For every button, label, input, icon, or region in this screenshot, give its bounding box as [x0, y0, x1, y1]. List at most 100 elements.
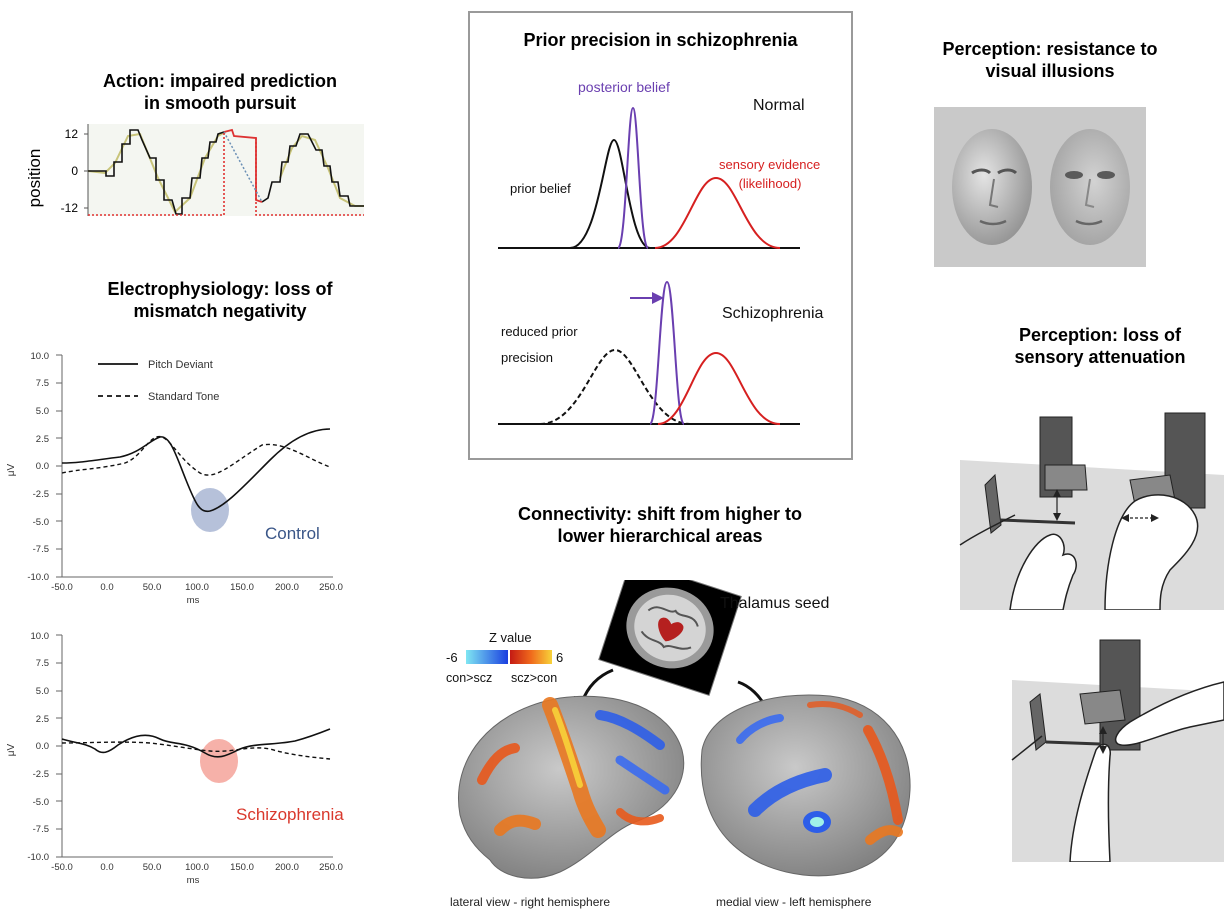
shift-arrow-icon: [652, 292, 664, 304]
erp-control-xtick: 250.0: [319, 582, 343, 593]
prior-precision-frame: [468, 11, 853, 460]
sensor-post: [984, 473, 1002, 534]
lever: [999, 518, 1076, 525]
robot-arm-left: [1044, 464, 1088, 491]
pursuit-ytick-12: 12: [65, 127, 79, 141]
attenuation-title-line2: sensory attenuation: [1014, 347, 1186, 367]
illusions-title-line2: visual illusions: [985, 61, 1115, 81]
scz-mmn-highlight: [200, 739, 238, 783]
thalamus-seed-label: Thalamus seed: [720, 595, 829, 612]
scz-prior-curve: [539, 348, 691, 425]
erp-control-ytick: -5.0: [33, 517, 49, 528]
scz-posterior-curve: [649, 280, 685, 425]
erp-control-chart: 10.0 7.5 5.0 2.5 0.0 -2.5 -5.0 -7.5 -10.…: [6, 351, 343, 606]
erp-control-ytick: -10.0: [27, 572, 49, 583]
posterior-belief-label: posterior belief: [578, 79, 670, 95]
smooth-pursuit-title-line1: Action: impaired prediction: [102, 71, 338, 91]
erp-scz-ytick: 10.0: [31, 631, 50, 642]
medial-view-caption: medial view - left hemisphere: [716, 895, 872, 909]
erp-control-xtick: -50.0: [51, 582, 73, 593]
prior-belief-label: prior belief: [510, 181, 571, 196]
scz-standard-wave: [61, 741, 331, 760]
cable-2: [1011, 735, 1043, 761]
hollow-mask-illusion-image: [934, 107, 1146, 267]
erp-control-ytick: 10.0: [31, 351, 50, 362]
lever-2: [1045, 740, 1101, 746]
con-gt-scz-label: con>scz: [446, 671, 492, 685]
erp-scz-xtick: 50.0: [143, 862, 162, 873]
smooth-pursuit-plot: position 12 0 -12: [25, 124, 364, 216]
pursuit-dotted-extrapolation: [223, 131, 263, 203]
smooth-pursuit-title-line2: in smooth pursuit: [144, 93, 296, 113]
group-scz-label: Schizophrenia: [236, 805, 344, 824]
lateral-view-caption: lateral view - right hemisphere: [450, 895, 610, 909]
erp-control-ytick: -7.5: [33, 544, 49, 555]
erp-control-xtick: 200.0: [275, 582, 299, 593]
scz-gt-con-label: scz>con: [511, 671, 557, 685]
force-arrow-down-icon-2: [1099, 746, 1107, 754]
attenuation-apparatus-self: [959, 412, 1224, 610]
thalamus-seed-slice: [598, 580, 742, 697]
mismatch-title-line1: Electrophysiology: loss of: [107, 279, 333, 299]
erp-scz-xlabel: ms: [187, 875, 200, 886]
lateral-hemisphere-brain: [458, 695, 685, 879]
erp-scz-ytick: 0.0: [36, 741, 49, 752]
convex-face: [952, 129, 1032, 245]
schizophrenia-label: Schizophrenia: [722, 305, 824, 322]
smooth-pursuit-title: Action: impaired prediction in smooth pu…: [60, 70, 380, 114]
hollow-face: [1050, 129, 1130, 245]
legend-pitch-deviant: Pitch Deviant: [148, 359, 213, 371]
erp-scz-xtick: 150.0: [230, 862, 254, 873]
connectivity-figure: Thalamus seed Z value -6 6 con>scz scz>c…: [446, 580, 911, 909]
scz-deviant-wave: [61, 728, 331, 758]
control-deviant-wave: [61, 428, 331, 513]
control-standard-wave: [61, 436, 331, 476]
erp-scz-xtick: 250.0: [319, 862, 343, 873]
erp-control-xtick: 150.0: [230, 582, 254, 593]
erp-scz-ylabel: μV: [6, 743, 17, 756]
illusions-title: Perception: resistance to visual illusio…: [900, 38, 1200, 82]
force-arrow-up-icon-2: [1099, 726, 1107, 734]
erp-control-ytick: 7.5: [36, 378, 49, 389]
external-hand: [1114, 681, 1224, 746]
zvalue-label: Z value: [489, 630, 532, 645]
erp-scz-ytick: 7.5: [36, 658, 49, 669]
likelihood-label: (likelihood): [739, 176, 802, 191]
mismatch-title: Electrophysiology: loss of mismatch nega…: [50, 278, 390, 322]
normal-prior-curve: [569, 138, 651, 249]
erp-scz-chart: 10.0 7.5 5.0 2.5 0.0 -2.5 -5.0 -7.5 -10.…: [6, 631, 344, 886]
motion-arrow-right-icon: [1151, 514, 1159, 522]
cable: [959, 514, 1016, 546]
attenuation-title: Perception: loss of sensory attenuation: [980, 324, 1220, 368]
erp-scz-ytick: -10.0: [27, 852, 49, 863]
connectivity-title-line1: Connectivity: shift from higher to: [517, 504, 802, 524]
erp-control-ytick: -2.5: [33, 489, 49, 500]
pursuit-plot-background: [88, 124, 364, 216]
prior-precision-diagram: posterior belief Normal sensory evidence…: [498, 79, 824, 425]
erp-scz-ytick: 2.5: [36, 714, 49, 725]
erp-control-xtick: 100.0: [185, 582, 209, 593]
legend-standard-tone: Standard Tone: [148, 391, 219, 403]
left-hand: [1009, 533, 1077, 610]
normal-sensory-curve: [654, 176, 781, 249]
erp-scz-xtick: -50.0: [51, 862, 73, 873]
erp-control-xtick: 50.0: [143, 582, 162, 593]
group-control-label: Control: [265, 524, 320, 543]
attenuation-title-line1: Perception: loss of: [1018, 325, 1182, 345]
motion-arrow-left-icon: [1121, 514, 1129, 522]
reduced-prior-label: reduced prior: [501, 324, 578, 339]
erp-control-xtick: 0.0: [100, 582, 113, 593]
erp-scz-ytick: 5.0: [36, 686, 49, 697]
zneg-colorbar: [466, 650, 508, 664]
zmin-label: -6: [446, 650, 458, 665]
erp-scz-ytick: -2.5: [33, 769, 49, 780]
pursuit-ytick-0: 0: [71, 164, 78, 178]
pursuit-ylabel: position: [25, 149, 44, 208]
prior-precision-title: Prior precision in schizophrenia: [523, 30, 798, 50]
robot-arm-2: [1079, 689, 1126, 725]
pursuit-red-trace: [223, 128, 263, 203]
attenuation-apparatus-external: [1011, 639, 1224, 862]
mismatch-title-line2: mismatch negativity: [133, 301, 307, 321]
erp-scz-xtick: 100.0: [185, 862, 209, 873]
erp-control-xlabel: ms: [187, 595, 200, 606]
